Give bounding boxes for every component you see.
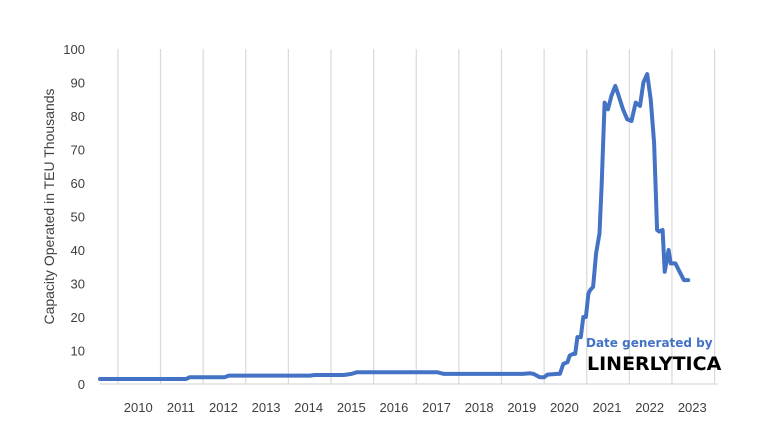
y-tick-label: 0 bbox=[78, 377, 85, 392]
x-tick-label: 2017 bbox=[422, 400, 451, 415]
y-tick-label: 10 bbox=[71, 344, 85, 359]
y-axis-title: Capacity Operated in TEU Thousands bbox=[41, 88, 57, 324]
series-line bbox=[98, 72, 691, 381]
watermark-caption: Date generated by bbox=[586, 336, 713, 350]
y-tick-label: 50 bbox=[71, 210, 85, 225]
vertical-grid-lines bbox=[117, 49, 716, 384]
y-tick-label: 30 bbox=[71, 277, 85, 292]
y-tick-label: 40 bbox=[71, 243, 85, 258]
x-tick-label: 2011 bbox=[167, 400, 195, 415]
y-tick-label: 60 bbox=[71, 176, 85, 191]
y-tick-label: 70 bbox=[71, 143, 85, 158]
x-tick-label: 2015 bbox=[337, 400, 366, 415]
x-tick-label: 2013 bbox=[252, 400, 281, 415]
x-tick-label: 2021 bbox=[593, 400, 622, 415]
x-tick-label: 2014 bbox=[294, 400, 323, 415]
x-tick-label: 2023 bbox=[678, 400, 707, 415]
y-tick-label: 100 bbox=[63, 42, 85, 57]
x-tick-label: 2010 bbox=[124, 400, 153, 415]
x-tick-label: 2019 bbox=[507, 400, 536, 415]
x-axis-tick-labels: 2010 2011 2012 2013 2014 2015 2016 2017 2018 2019… bbox=[124, 400, 707, 415]
y-tick-label: 20 bbox=[71, 310, 85, 325]
x-tick-label: 2022 bbox=[635, 400, 664, 415]
y-axis-tick-labels: 0 10 20 30 40 50 60 70 80 90 100 bbox=[63, 42, 85, 392]
x-tick-label: 2016 bbox=[379, 400, 408, 415]
watermark-logo-text: LINERLYTICA bbox=[587, 353, 722, 375]
y-tick-label: 90 bbox=[71, 76, 85, 91]
y-tick-label: 80 bbox=[71, 109, 85, 124]
x-tick-label: 2020 bbox=[550, 400, 579, 415]
x-tick-label: 2012 bbox=[209, 400, 238, 415]
x-tick-label: 2018 bbox=[465, 400, 494, 415]
